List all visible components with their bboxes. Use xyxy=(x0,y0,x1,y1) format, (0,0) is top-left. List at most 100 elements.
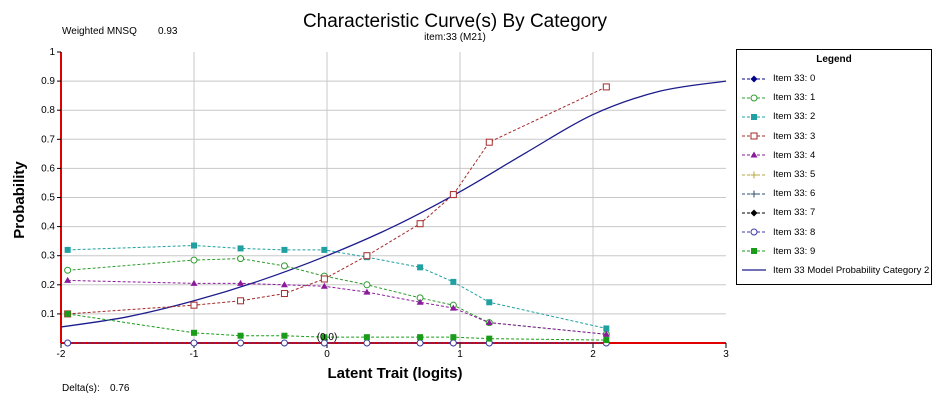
data-point xyxy=(750,171,758,179)
weighted-mnsq-label: Weighted MNSQ xyxy=(62,26,137,37)
data-point xyxy=(603,337,610,344)
data-point xyxy=(363,252,371,260)
legend-item: Item 33: 5 xyxy=(737,165,931,184)
data-point xyxy=(64,276,72,283)
y-tick-label: 0.5 xyxy=(41,193,55,204)
y-tick-label: 0.3 xyxy=(41,251,55,262)
legend-label: Item 33: 4 xyxy=(773,149,816,161)
legend-label: Item 33: 8 xyxy=(773,226,816,238)
data-point xyxy=(449,339,457,347)
data-point xyxy=(750,132,758,140)
legend-item: Item 33: 3 xyxy=(737,127,931,146)
series-1 xyxy=(64,255,610,338)
x-tick-label: -1 xyxy=(190,349,199,360)
series-9 xyxy=(64,310,610,344)
data-point xyxy=(485,319,493,326)
data-point xyxy=(64,246,71,253)
data-point xyxy=(190,279,198,286)
data-point xyxy=(64,266,72,274)
model-curve-group xyxy=(60,80,727,328)
data-point xyxy=(417,334,424,341)
data-point xyxy=(320,275,328,283)
series-line xyxy=(67,313,607,341)
legend-label: Item 33: 5 xyxy=(773,169,816,181)
legend-swatch xyxy=(742,151,766,158)
data-point xyxy=(237,245,244,252)
data-point xyxy=(281,332,288,339)
tick-labels: -2 -1 0 1 2 3 0.1 0.2 0.3 0.4 0.5 0.6 0.7 0.8 0.9 1 xyxy=(41,47,729,360)
legend-label: Item 33: 1 xyxy=(773,92,816,104)
x-tick-label: 3 xyxy=(723,349,729,360)
data-point xyxy=(450,278,457,285)
data-point xyxy=(321,334,328,341)
data-point xyxy=(750,209,758,217)
data-point xyxy=(363,339,371,347)
x-tick-label: 2 xyxy=(590,349,596,360)
data-point xyxy=(416,298,424,305)
y-tick-label: 0.4 xyxy=(41,222,55,233)
legend-items: Item 33: 0 Item 33: 1 Item 33: 2 Item 33: 3… xyxy=(737,69,931,280)
legend-swatch xyxy=(742,132,766,140)
legend-swatch xyxy=(742,248,766,255)
legend-label: Item 33: 9 xyxy=(773,245,816,257)
legend-swatch xyxy=(742,94,766,102)
y-tick-label: 0.8 xyxy=(41,105,55,116)
legend-item: Item 33: 0 xyxy=(737,69,931,88)
legend-swatch xyxy=(742,75,766,83)
data-point xyxy=(449,191,457,199)
x-axis-label: Latent Trait (logits) xyxy=(328,365,463,382)
legend-swatch xyxy=(742,209,766,217)
model-probability-curve xyxy=(60,80,727,328)
x-tick-label: 0 xyxy=(324,349,330,360)
data-point xyxy=(486,335,493,342)
data-point xyxy=(191,329,197,336)
legend-item: Item 33: 6 xyxy=(737,184,931,203)
data-point xyxy=(416,220,424,228)
data-point xyxy=(751,248,757,255)
series-line xyxy=(67,258,607,335)
data-point xyxy=(64,310,71,317)
y-tick-label: 0.9 xyxy=(41,76,55,87)
legend-label: Item 33: 3 xyxy=(773,130,816,142)
data-point xyxy=(750,151,758,158)
series-3 xyxy=(64,83,610,318)
data-point xyxy=(237,339,245,347)
data-point xyxy=(485,138,493,146)
data-point xyxy=(450,334,457,341)
delta-label: Delta(s): xyxy=(62,383,100,394)
y-tick-label: 0.2 xyxy=(41,280,55,291)
y-axis-label: Probability xyxy=(11,161,28,239)
data-point xyxy=(750,94,758,102)
x-tick-label: 1 xyxy=(457,349,463,360)
y-tick-label: 1 xyxy=(49,47,55,58)
chart-title: Characteristic Curve(s) By Category xyxy=(303,11,608,32)
series-line xyxy=(67,245,607,329)
data-point xyxy=(417,264,424,271)
data-point xyxy=(190,301,198,309)
data-point xyxy=(751,113,757,120)
data-point xyxy=(281,246,288,253)
legend-label: Item 33 Model Probability Category 2 xyxy=(773,264,930,276)
series-line xyxy=(67,86,607,315)
x-tick-label: -2 xyxy=(57,349,66,360)
legend-item: Item 33: 9 xyxy=(737,242,931,261)
data-point xyxy=(280,281,288,288)
data-point xyxy=(320,282,328,289)
legend-item: Item 33: 7 xyxy=(737,203,931,222)
legend-swatch xyxy=(742,190,766,198)
data-point xyxy=(191,242,197,249)
y-tick-label: 0.6 xyxy=(41,163,55,174)
data-point xyxy=(237,297,245,305)
data-point xyxy=(280,262,288,270)
legend-item: Item 33: 2 xyxy=(737,107,931,126)
data-point xyxy=(602,83,610,91)
series-4 xyxy=(64,276,610,337)
data-point xyxy=(416,339,424,347)
data-point xyxy=(449,304,457,311)
data-point xyxy=(321,246,328,253)
legend-item: Item 33: 4 xyxy=(737,146,931,165)
legend-swatch xyxy=(742,228,766,236)
data-point xyxy=(190,339,198,347)
data-point xyxy=(64,339,72,347)
legend-item: Item 33: 1 xyxy=(737,88,931,107)
